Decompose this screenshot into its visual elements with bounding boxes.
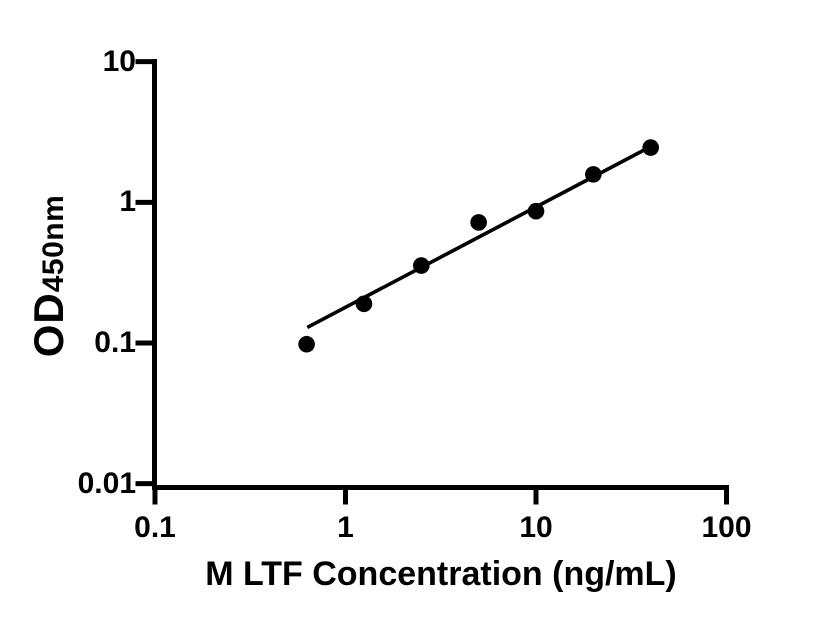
y-axis-title-main: OD (25, 292, 72, 358)
data-point (470, 214, 487, 231)
x-tick-label: 10 (519, 511, 553, 544)
y-tick-label: 10 (102, 44, 136, 78)
y-tick-label: 1 (119, 185, 136, 219)
x-tick-label: 100 (701, 511, 752, 544)
data-point (527, 202, 545, 220)
y-tick-label: 0.01 (77, 466, 136, 500)
y-tick-label: 0.1 (94, 326, 136, 359)
ticks-group (135, 59, 729, 505)
data-points-group (298, 139, 659, 353)
data-point (642, 139, 659, 156)
data-point (413, 257, 430, 274)
x-axis-title: M LTF Concentration (ng/mL) (205, 555, 677, 593)
x-tick-label: 1 (337, 511, 354, 544)
x-tick-label: 0.1 (134, 511, 176, 544)
axes-group (152, 59, 729, 490)
data-point (355, 295, 373, 313)
data-point (585, 166, 602, 183)
y-axis-title-sub: 450nm (37, 194, 70, 293)
data-point (298, 335, 315, 353)
y-axis-title: OD450nm (25, 176, 72, 376)
